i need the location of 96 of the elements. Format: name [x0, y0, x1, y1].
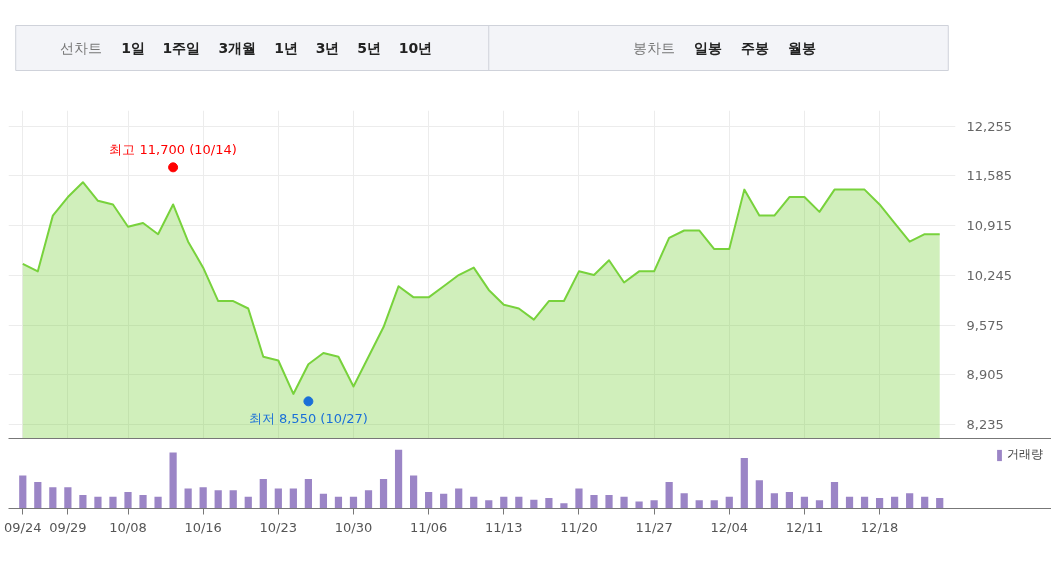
bar	[109, 496, 117, 509]
bar	[64, 487, 72, 509]
bar	[214, 490, 222, 509]
bar	[169, 452, 177, 509]
x-tick-label: 10/08	[109, 519, 147, 535]
y-tick-label: 9,575	[966, 317, 1004, 333]
data-label: 최고 11,700 (10/14)	[109, 142, 237, 158]
bar	[815, 500, 824, 509]
bar	[770, 493, 778, 509]
bar	[470, 496, 478, 509]
bar	[49, 487, 57, 509]
text: 주봉	[741, 39, 770, 56]
bar	[410, 475, 418, 509]
bar	[94, 496, 102, 509]
x-tick-label: 12/04	[710, 519, 749, 535]
x-tick-label: 12/18	[860, 519, 899, 535]
bar	[755, 480, 763, 509]
x-tick-label: 10/23	[259, 519, 298, 535]
bar	[394, 449, 403, 509]
bar	[440, 493, 448, 509]
bar	[259, 479, 267, 509]
text: 월봉	[787, 39, 816, 56]
x-tick-label: 11/06	[409, 519, 448, 535]
x-tick-label: 10/16	[184, 519, 222, 535]
text: 1년	[274, 39, 299, 56]
text: 3개월	[218, 39, 257, 56]
text: 5년	[357, 39, 381, 56]
bar	[425, 492, 433, 509]
bar	[785, 492, 794, 509]
bar	[830, 482, 839, 509]
bar	[680, 493, 688, 509]
legend-label: 거래량	[1007, 446, 1043, 463]
bar	[650, 500, 658, 509]
bar	[274, 488, 282, 509]
y-tick-label: 8,235	[966, 417, 1004, 433]
data-label: 최저 8,550 (10/27)	[248, 411, 368, 427]
bar	[921, 496, 929, 509]
bar	[845, 496, 854, 509]
text: 3년	[315, 39, 340, 56]
x-tick-label: 11/27	[635, 519, 673, 535]
bar	[184, 488, 192, 509]
text: 선차트	[59, 39, 102, 56]
bar	[605, 494, 613, 509]
bar	[710, 500, 718, 509]
bar	[124, 492, 132, 509]
bar	[800, 496, 809, 509]
y-tick-label: 12,255	[966, 118, 1012, 134]
x-tick-label: 09/29	[49, 519, 87, 535]
bar	[695, 500, 703, 509]
bar	[545, 497, 553, 509]
bar	[590, 494, 598, 509]
y-tick-label: 10,915	[966, 218, 1012, 234]
text: 일봉	[694, 39, 723, 56]
bar	[620, 496, 628, 509]
bar	[244, 496, 252, 509]
bar	[289, 488, 297, 509]
bar	[906, 493, 914, 509]
bar	[575, 488, 583, 509]
text: 1주일	[162, 39, 201, 56]
bar	[891, 496, 899, 509]
bar	[665, 482, 673, 509]
bar	[485, 500, 493, 509]
x-tick-label: 11/20	[560, 519, 598, 535]
text: 10년	[398, 39, 433, 56]
bar	[936, 497, 944, 509]
bar	[500, 496, 508, 509]
bar	[79, 494, 87, 509]
bar	[319, 493, 328, 509]
bar	[154, 496, 162, 509]
bar	[364, 490, 373, 509]
x-tick-label: 09/24	[4, 519, 42, 535]
bar	[379, 479, 388, 509]
bar	[19, 475, 27, 509]
bar	[199, 487, 207, 509]
bar	[455, 488, 463, 509]
text: 1일	[121, 39, 145, 56]
bar	[635, 501, 643, 509]
bar	[34, 482, 42, 509]
bar	[860, 496, 869, 509]
bar	[740, 457, 748, 509]
y-tick-label: 10,245	[966, 267, 1012, 283]
bar	[725, 496, 733, 509]
bar	[229, 490, 237, 509]
bar	[139, 494, 147, 509]
y-tick-label: 8,905	[966, 367, 1004, 383]
x-tick-label: 12/11	[785, 519, 824, 535]
x-tick-label: 10/30	[334, 519, 373, 535]
text: 봉차트	[632, 39, 675, 56]
y-tick-label: 11,585	[966, 168, 1012, 184]
bar	[334, 496, 343, 509]
bar	[349, 496, 358, 509]
bar	[304, 479, 312, 509]
x-tick-label: 11/13	[485, 519, 523, 535]
bar	[560, 503, 568, 509]
bar	[515, 496, 523, 509]
bar	[875, 497, 884, 509]
